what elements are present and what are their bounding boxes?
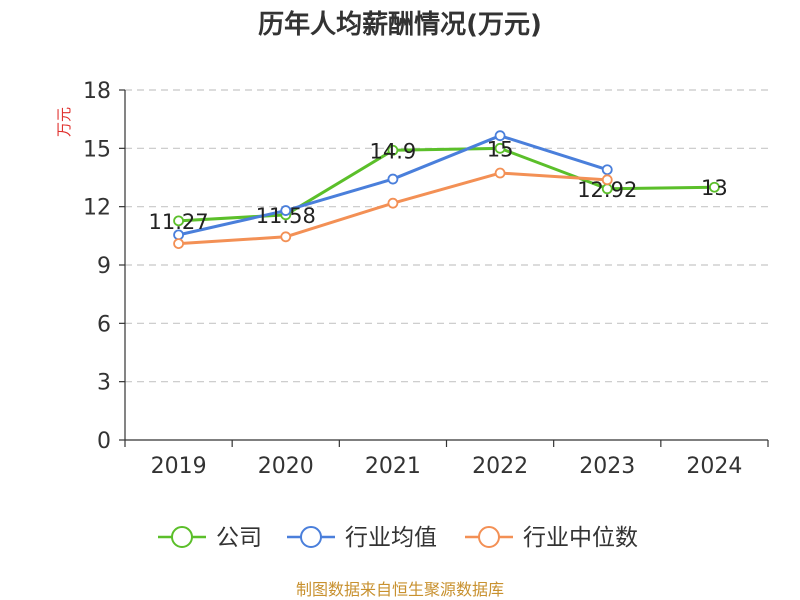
legend-label: 行业中位数 xyxy=(523,525,638,551)
legend-label: 行业均值 xyxy=(345,525,437,551)
chart-title: 历年人均薪酬情况(万元) xyxy=(258,9,542,40)
data-label: 13 xyxy=(701,176,728,200)
data-label: 15 xyxy=(487,137,514,161)
axes: 0 3 6 9 12 15 18 2019 2020 2021 2022 2023 2024 xyxy=(83,79,769,479)
legend-marker xyxy=(300,526,322,548)
y-tick-label: 0 xyxy=(97,429,111,454)
data-point xyxy=(387,197,399,209)
data-labels: 11.27 11.58 14.9 15 12.92 13 xyxy=(149,137,728,234)
grid-lines xyxy=(125,89,768,383)
data-point xyxy=(601,164,613,176)
legend: 公司 行业均值 行业中位数 xyxy=(158,525,638,551)
legend-label: 公司 xyxy=(216,525,262,551)
data-point xyxy=(173,238,184,250)
data-label: 14.9 xyxy=(370,139,417,163)
data-point xyxy=(280,205,292,216)
legend-marker xyxy=(478,526,500,548)
y-tick-label: 18 xyxy=(83,79,111,104)
data-point xyxy=(709,181,720,193)
x-tick-label: 2024 xyxy=(686,454,742,479)
legend-item[interactable]: 公司 xyxy=(158,525,262,551)
data-point xyxy=(387,173,399,185)
x-tick-label: 2022 xyxy=(472,454,528,479)
legend-item[interactable]: 行业中位数 xyxy=(465,525,638,551)
data-point xyxy=(601,174,613,186)
series-group xyxy=(173,130,720,250)
y-tick-label: 9 xyxy=(97,254,111,279)
x-tick-label: 2023 xyxy=(579,454,635,479)
x-tick-label: 2021 xyxy=(365,454,421,479)
y-tick-label: 3 xyxy=(97,371,111,396)
data-label: 11.27 xyxy=(149,210,209,234)
data-label: 12.92 xyxy=(577,178,637,202)
data-label: 11.58 xyxy=(256,204,316,228)
y-tick-label: 15 xyxy=(83,137,111,162)
y-tick-label: 12 xyxy=(83,196,111,221)
data-point xyxy=(494,130,506,142)
data-point xyxy=(387,144,399,156)
data-point xyxy=(280,231,292,243)
x-tick-label: 2020 xyxy=(258,454,314,479)
source-note: 制图数据来自恒生聚源数据库 xyxy=(296,580,504,599)
x-tick-label: 2019 xyxy=(151,454,207,479)
data-point xyxy=(173,215,184,227)
data-point xyxy=(494,142,506,154)
y-tick-label: 6 xyxy=(97,312,111,337)
legend-marker xyxy=(171,526,193,548)
y-axis-label: 万元 xyxy=(55,107,73,137)
data-point xyxy=(494,167,506,179)
legend-item[interactable]: 行业均值 xyxy=(287,525,437,551)
